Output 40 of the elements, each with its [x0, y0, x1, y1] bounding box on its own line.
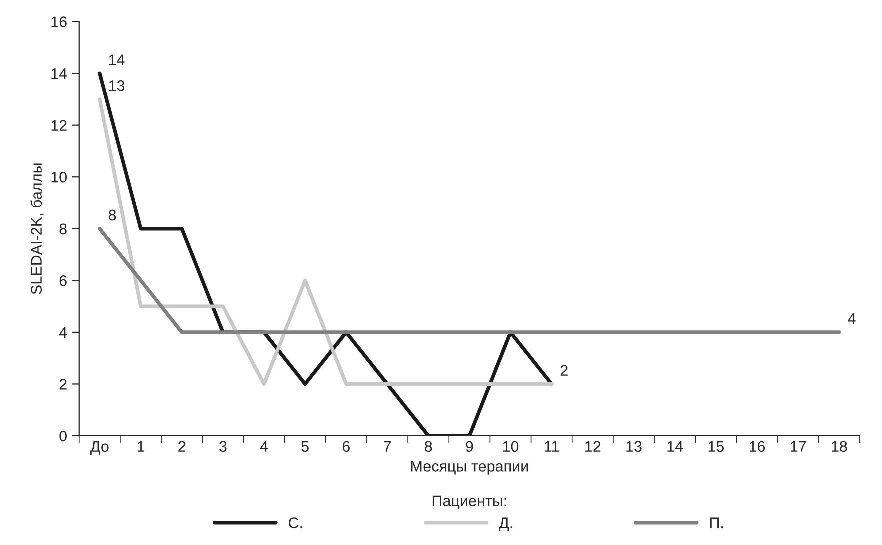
x-tick-label: 6 — [342, 441, 350, 452]
x-tick-label: 12 — [586, 441, 601, 452]
y-tick-label: 2 — [60, 379, 67, 390]
y-tick-label: 6 — [60, 276, 67, 286]
x-tick-label: До — [90, 441, 109, 455]
legend-label: С. — [289, 518, 302, 528]
x-tick-label: 17 — [790, 441, 806, 452]
x-tick-label: 14 — [668, 441, 684, 452]
y-tick-label: 4 — [59, 327, 68, 338]
y-tick-label: 8 — [60, 224, 67, 235]
x-tick-label: 16 — [750, 441, 766, 452]
x-tick-label: 11 — [545, 441, 560, 452]
legend-title: Пациенты: — [432, 496, 506, 510]
x-tick-label: 7 — [384, 441, 391, 452]
x-tick-label: 9 — [466, 441, 474, 452]
legend-label: П. — [710, 518, 724, 528]
x-tick-label: 3 — [220, 441, 227, 452]
y-tick-label: 10 — [52, 172, 67, 183]
x-tick-label: 10 — [503, 441, 519, 452]
annotation: 14 — [109, 54, 125, 66]
x-tick-label: 8 — [425, 441, 432, 452]
y-axis-title: SLEDAI-2K, баллы — [30, 164, 44, 294]
annotation: 8 — [108, 210, 116, 221]
y-tick-label: 0 — [60, 430, 67, 442]
annotation: 2 — [560, 365, 568, 376]
annotation: 4 — [848, 314, 856, 324]
x-tick-label: 1 — [138, 441, 145, 452]
y-tick-label: 12 — [52, 120, 67, 131]
annotation: 13 — [109, 80, 125, 92]
x-tick-label: 18 — [832, 441, 848, 452]
x-tick-label: 5 — [302, 441, 309, 452]
x-tick-label: 2 — [178, 441, 186, 452]
line-series — [98, 98, 554, 386]
legend-label: Д. — [499, 518, 512, 532]
x-tick-label: 13 — [626, 441, 642, 452]
y-tick-label: 16 — [52, 16, 67, 28]
x-tick-label: 4 — [260, 441, 268, 452]
x-tick-label: 15 — [708, 441, 724, 452]
y-tick-label: 14 — [52, 68, 68, 80]
x-axis-title: Месяцы терапии — [411, 461, 528, 475]
